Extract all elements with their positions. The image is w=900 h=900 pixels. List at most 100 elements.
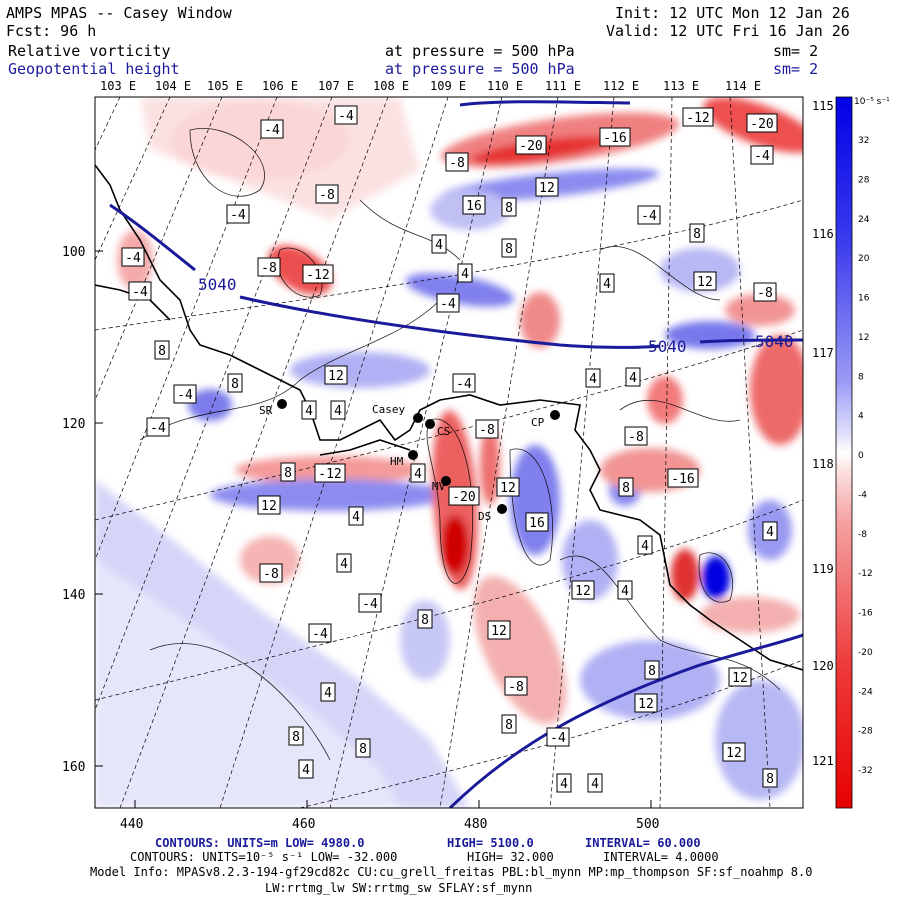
vorticity-contour-label: -4 [146, 417, 170, 437]
colorbar-tick: 8 [858, 372, 864, 382]
colorbar-scale [835, 96, 853, 809]
colorbar-tick: -20 [858, 648, 873, 658]
svg-text:-12: -12 [318, 467, 341, 482]
lon-label: 110 E [487, 79, 523, 93]
height-label: 5040 [648, 337, 687, 356]
svg-text:4: 4 [340, 557, 348, 572]
top-longitudes: 103 E 104 E 105 E 106 E 107 E 108 E 109 … [100, 79, 761, 93]
svg-text:-8: -8 [757, 286, 773, 301]
vort-contour-info: CONTOURS: UNITS=10⁻⁵ s⁻¹ LOW= -32.000 [130, 850, 398, 864]
vorticity-contour-label: 16 [525, 512, 549, 532]
vorticity-contour-label: -4 [358, 593, 382, 613]
vorticity-contour-label: -8 [624, 426, 648, 446]
svg-text:8: 8 [648, 664, 656, 679]
vorticity-contour-label: 4 [556, 773, 572, 793]
svg-text:4: 4 [305, 404, 313, 419]
svg-text:-4: -4 [440, 297, 456, 312]
vorticity-contour-label: 8 [417, 609, 433, 629]
vorticity-contour-label: -4 [637, 205, 661, 225]
vorticity-contour-label: 4 [599, 273, 615, 293]
station-hm: HM [390, 450, 418, 468]
vorticity-contour-label: -12 [314, 463, 346, 483]
colorbar-tick: 4 [858, 412, 864, 422]
svg-text:8: 8 [158, 344, 166, 359]
svg-text:-12: -12 [306, 268, 329, 283]
vorticity-contour-label: 8 [689, 223, 705, 243]
vorticity-fill [95, 97, 803, 808]
svg-text:4: 4 [461, 267, 469, 282]
plot-frame [94, 96, 804, 809]
station-mv: MV [432, 476, 451, 493]
lon-label: 112 E [603, 79, 639, 93]
vort-contour-high: HIGH= 32.000 [467, 850, 554, 864]
vorticity-contour-label: 12 [324, 365, 348, 385]
vorticity-contour-label: 4 [762, 521, 778, 541]
vorticity-contour-label: -4 [546, 727, 570, 747]
svg-text:-4: -4 [177, 388, 193, 403]
vorticity-contour-label: -8 [504, 676, 528, 696]
svg-text:-4: -4 [641, 209, 657, 224]
field2-level: at pressure = 500 hPa [385, 60, 575, 78]
lon-label: 107 E [318, 79, 354, 93]
vorticity-contour-label: 12 [571, 580, 595, 600]
svg-text:12: 12 [328, 369, 344, 384]
vorticity-contour-label: -8 [315, 184, 339, 204]
svg-text:-8: -8 [508, 680, 524, 695]
station-cs: CS [425, 419, 450, 438]
svg-text:-4: -4 [150, 421, 166, 436]
vorticity-contour-label: 8 [501, 238, 517, 258]
vorticity-contour-label: -12 [682, 107, 714, 127]
svg-text:-4: -4 [550, 731, 566, 746]
svg-text:-4: -4 [456, 377, 472, 392]
lon-label: 103 E [100, 79, 136, 93]
svg-text:8: 8 [622, 481, 630, 496]
vorticity-contour-label: -4 [436, 293, 460, 313]
vorticity-contour-label: 4 [587, 773, 603, 793]
field2-smoothing: sm= 2 [773, 60, 819, 78]
vorticity-contour-label: 12 [257, 495, 281, 515]
svg-text:8: 8 [505, 242, 513, 257]
svg-text:4: 4 [352, 510, 360, 525]
vorticity-contour-label: 4 [336, 553, 352, 573]
svg-text:16: 16 [529, 516, 545, 531]
svg-text:CS: CS [437, 425, 450, 438]
svg-text:-16: -16 [603, 131, 626, 146]
vorticity-contour-label: -4 [308, 623, 332, 643]
vorticity-contour-label: 8 [762, 768, 778, 788]
x-tick-label: 460 [292, 817, 315, 832]
svg-text:8: 8 [505, 201, 513, 216]
station-ds: DS [478, 504, 507, 523]
vorticity-contour-label: 8 [501, 197, 517, 217]
field1-name: Relative vorticity [8, 42, 171, 60]
stations: SR Casey CS CP HM MV DS [259, 399, 560, 523]
vorticity-contour-label: 4 [585, 368, 601, 388]
svg-text:12: 12 [500, 481, 516, 496]
svg-text:-20: -20 [750, 117, 773, 132]
model-title: AMPS MPAS -- Casey Window [6, 4, 232, 22]
vorticity-contour-label: -12 [302, 264, 334, 284]
colorbar-tick: -16 [858, 609, 873, 619]
svg-text:-4: -4 [125, 251, 141, 266]
svg-text:12: 12 [638, 697, 654, 712]
svg-text:8: 8 [284, 466, 292, 481]
colorbar-tick: 12 [858, 333, 869, 343]
vorticity-contour-label: 12 [634, 693, 658, 713]
vorticity-contour-label: 12 [535, 177, 559, 197]
vorticity-contour-label: 4 [617, 580, 633, 600]
vorticity-contour-label: 8 [227, 373, 243, 393]
vorticity-contour-label: 4 [457, 263, 473, 283]
svg-text:MV: MV [432, 480, 446, 493]
height-label: 5040 [755, 332, 794, 351]
height-contour-interval: INTERVAL= 60.000 [585, 836, 701, 850]
svg-text:8: 8 [421, 613, 429, 628]
x-tick-label: 480 [464, 817, 487, 832]
height-contours [109, 100, 803, 808]
svg-text:-4: -4 [754, 149, 770, 164]
station-sr: SR [259, 399, 287, 417]
svg-text:-20: -20 [519, 139, 542, 154]
svg-text:12: 12 [539, 181, 555, 196]
y-tick-label: 120 [62, 417, 85, 432]
colorbar-tick: -32 [858, 766, 873, 776]
vorticity-contour-label: 4 [348, 506, 364, 526]
